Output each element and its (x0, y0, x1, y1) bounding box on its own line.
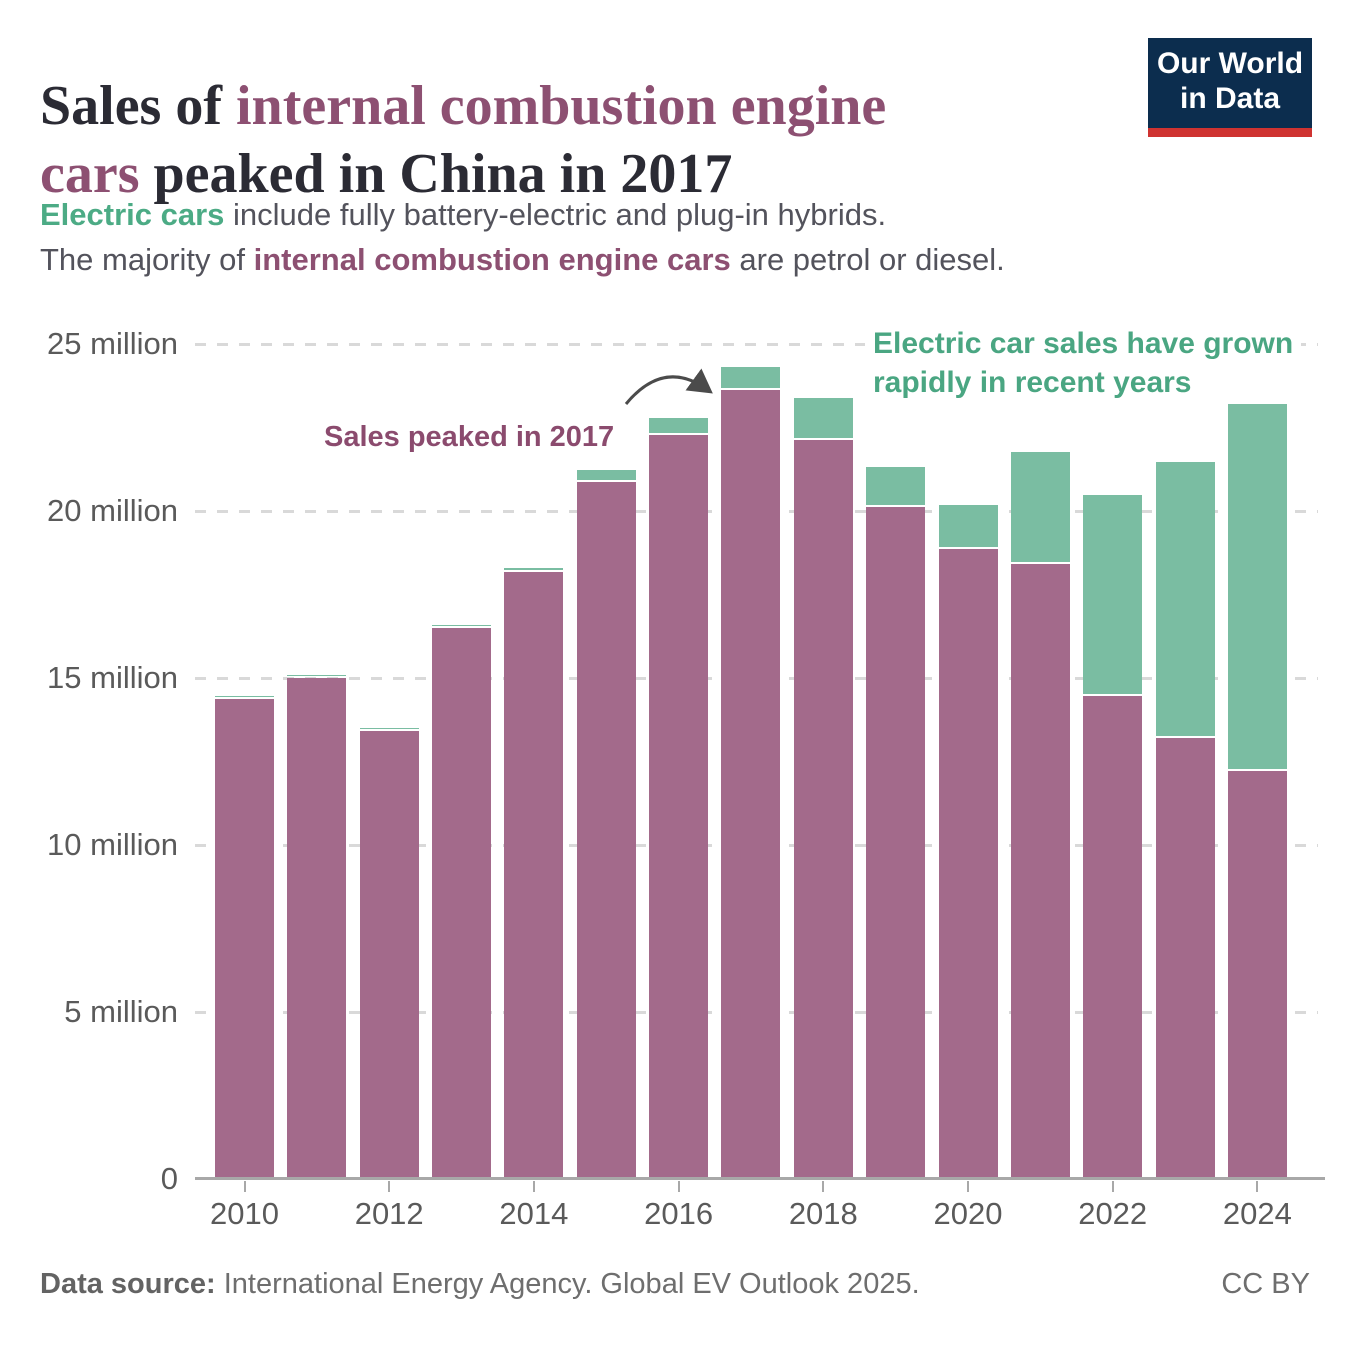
x-tick-2014 (532, 1181, 535, 1192)
x-axis-label-2014: 2014 (499, 1196, 569, 1231)
title-highlight-line2: cars (40, 142, 140, 205)
data-source-label: Data source: (40, 1268, 216, 1300)
bar-ice-2019 (866, 507, 926, 1179)
data-source: Data source: International Energy Agency… (40, 1268, 920, 1301)
y-axis-label-15: 15 million (47, 659, 178, 695)
title-highlight-line1: internal combustion engine (236, 74, 887, 137)
logo-line2: in Data (1179, 82, 1281, 115)
x-tick-2022 (1111, 1181, 1114, 1192)
bar-ev-2013 (432, 624, 492, 626)
bar-ev-2020 (938, 505, 998, 548)
license-badge: CC BY (1221, 1268, 1310, 1300)
bar-ice-2022 (1083, 696, 1143, 1179)
bar-ice-2015 (576, 482, 636, 1179)
bar-ev-2012 (359, 728, 419, 730)
bar-ev-2015 (576, 470, 636, 481)
x-axis-label-2022: 2022 (1078, 1196, 1148, 1231)
annotation-ev-line1: Electric car sales have grown (873, 327, 1294, 360)
bar-ice-2012 (359, 731, 419, 1179)
bar-ice-2018 (793, 440, 853, 1179)
bar-ice-2024 (1227, 771, 1287, 1179)
bar-ev-2021 (1010, 451, 1070, 563)
subtitle-line2-suffix: are petrol or diesel. (730, 242, 1005, 277)
bar-ice-2021 (1010, 564, 1070, 1179)
bar-ev-2014 (504, 567, 564, 571)
bar-ev-2011 (287, 674, 347, 676)
y-axis-label-20: 20 million (47, 492, 178, 528)
subtitle-ice-highlight: internal combustion engine cars (253, 242, 731, 277)
y-axis-label-0: 0 (160, 1161, 178, 1196)
bar-ev-2018 (793, 398, 853, 439)
bar-ice-2020 (938, 549, 998, 1179)
logo-line1: Our World (1156, 47, 1304, 80)
bar-ev-2017 (721, 366, 781, 389)
title-suffix: peaked in China in 2017 (139, 142, 733, 205)
bar-ev-2023 (1155, 461, 1215, 736)
x-axis-label-2016: 2016 (644, 1196, 714, 1231)
bar-ice-2016 (649, 435, 709, 1179)
x-axis-label-2018: 2018 (788, 1196, 858, 1231)
bar-ev-2019 (866, 466, 926, 506)
bar-ice-2023 (1155, 737, 1215, 1179)
subtitle-line1-rest: include fully battery-electric and plug-… (224, 197, 887, 232)
data-source-text: International Energy Agency. Global EV O… (215, 1268, 920, 1300)
annotation-ev-line2: rapidly in recent years (873, 366, 1192, 399)
x-tick-2010 (243, 1181, 246, 1192)
bar-ice-2011 (287, 677, 347, 1179)
bar-ev-2016 (649, 418, 709, 434)
annotation-ev-growth: Electric car sales have grown rapidly in… (865, 322, 1302, 404)
bar-ev-2024 (1227, 388, 1287, 770)
x-tick-2016 (677, 1181, 680, 1192)
x-axis-label-2010: 2010 (210, 1196, 279, 1231)
y-axis-label-10: 10 million (47, 826, 178, 862)
x-tick-2018 (822, 1181, 825, 1192)
bar-ice-2010 (215, 699, 274, 1179)
chart-subtitle: Electric cars include fully battery-elec… (40, 192, 1310, 282)
bar-ev-2010 (215, 696, 274, 698)
page-title: Sales of internal combustion engine cars … (40, 72, 1140, 209)
y-axis-label-25: 25 million (47, 325, 178, 361)
bar-ice-2014 (504, 572, 564, 1179)
title-prefix: Sales of (40, 74, 236, 137)
chart-footer: Data source: International Energy Agency… (40, 1268, 1310, 1301)
annotation-sales-peaked: Sales peaked in 2017 (320, 421, 619, 454)
x-axis-label-2020: 2020 (933, 1196, 1003, 1231)
x-axis-line (195, 1177, 1325, 1180)
subtitle-line1: Electric cars include fully battery-elec… (40, 192, 1310, 237)
subtitle-line2-prefix: The majority of (40, 242, 254, 277)
x-tick-2020 (967, 1181, 969, 1192)
x-axis-label-2024: 2024 (1222, 1196, 1292, 1231)
subtitle-line2: The majority of internal combustion engi… (40, 237, 1310, 282)
y-axis-label-5: 5 million (64, 993, 178, 1029)
x-axis-label-2012: 2012 (354, 1196, 424, 1231)
x-tick-2012 (388, 1181, 391, 1192)
annotation-arrow-icon (624, 368, 713, 405)
bar-ice-2013 (432, 627, 492, 1179)
subtitle-electric-cars-highlight: Electric cars (40, 197, 225, 232)
bar-ice-2017 (721, 390, 781, 1179)
owid-logo: Our World in Data (1148, 38, 1312, 137)
x-tick-2024 (1256, 1181, 1259, 1192)
gridline-25m (195, 342, 1318, 346)
bar-ev-2022 (1083, 495, 1143, 695)
